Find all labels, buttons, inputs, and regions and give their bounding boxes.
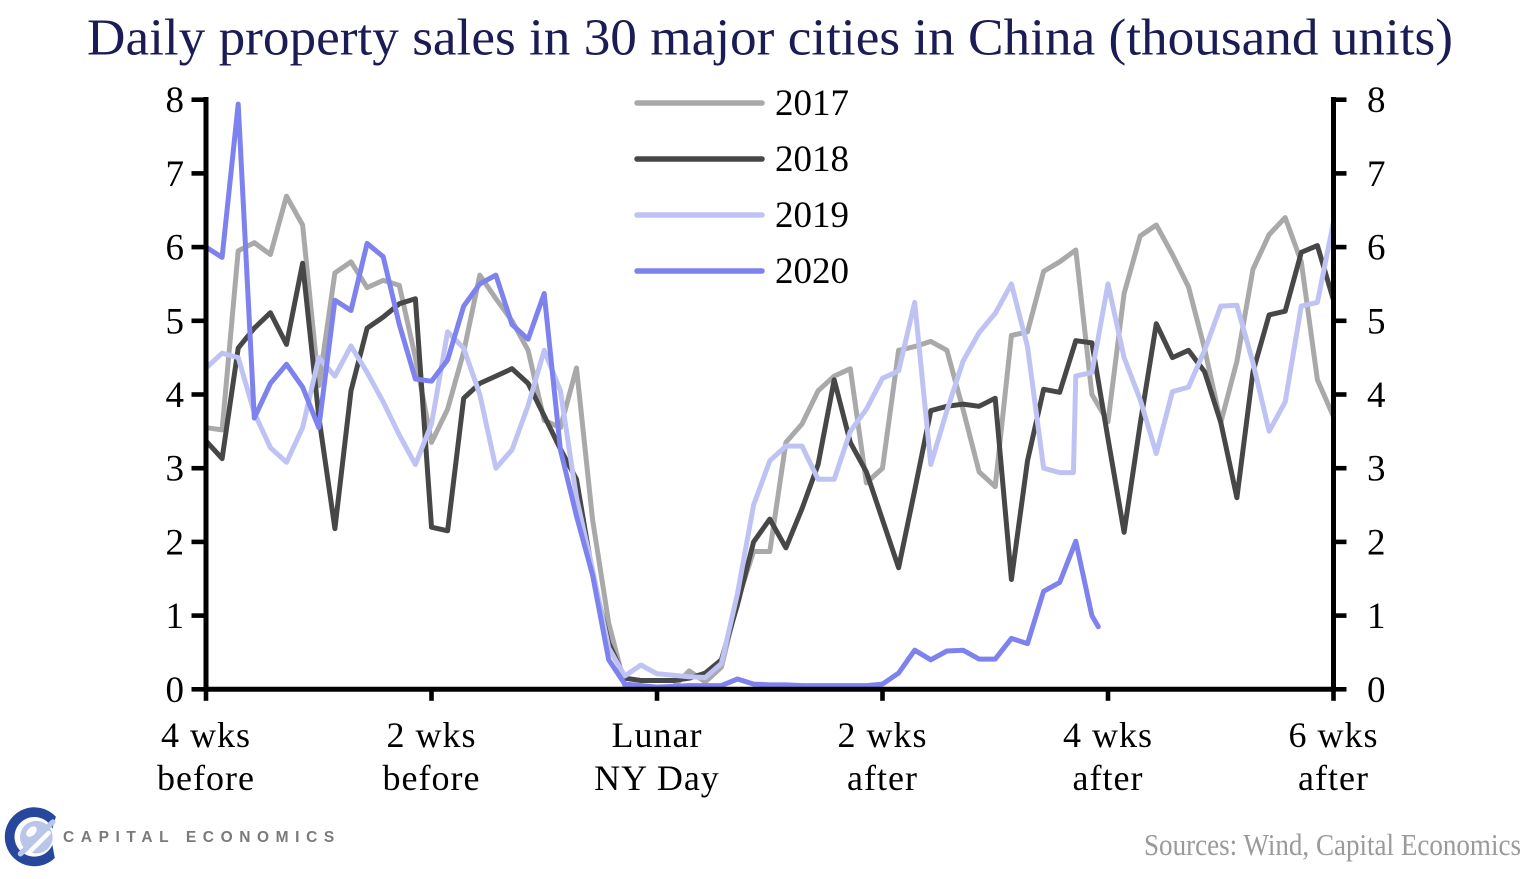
svg-text:2: 2 xyxy=(1367,522,1386,563)
svg-text:Daily property sales in 30 maj: Daily property sales in 30 major cities … xyxy=(87,10,1453,67)
svg-text:4: 4 xyxy=(166,375,185,416)
svg-text:2018: 2018 xyxy=(775,139,849,180)
svg-text:8: 8 xyxy=(166,80,185,121)
svg-text:before: before xyxy=(383,758,481,798)
svg-text:Lunar: Lunar xyxy=(612,715,703,755)
svg-text:after: after xyxy=(847,758,918,798)
svg-text:4 wks: 4 wks xyxy=(161,715,251,755)
svg-text:2020: 2020 xyxy=(775,251,849,292)
svg-text:NY Day: NY Day xyxy=(594,758,720,798)
svg-text:2 wks: 2 wks xyxy=(386,715,476,755)
svg-text:3: 3 xyxy=(1367,449,1386,490)
svg-text:Sources: Wind, Capital Economi: Sources: Wind, Capital Economics xyxy=(1144,827,1521,862)
svg-text:1: 1 xyxy=(1367,596,1386,637)
svg-text:before: before xyxy=(157,758,255,798)
svg-text:2: 2 xyxy=(166,522,185,563)
svg-text:4 wks: 4 wks xyxy=(1063,715,1153,755)
svg-text:6: 6 xyxy=(1367,228,1386,269)
svg-text:CAPITAL ECONOMICS: CAPITAL ECONOMICS xyxy=(63,829,341,846)
svg-text:after: after xyxy=(1298,758,1369,798)
svg-text:after: after xyxy=(1073,758,1144,798)
svg-text:5: 5 xyxy=(166,301,185,342)
svg-text:2017: 2017 xyxy=(775,83,849,124)
svg-text:0: 0 xyxy=(166,670,185,711)
svg-text:7: 7 xyxy=(166,154,185,195)
svg-text:5: 5 xyxy=(1367,301,1386,342)
svg-text:0: 0 xyxy=(1367,670,1386,711)
svg-text:8: 8 xyxy=(1367,80,1386,121)
svg-text:1: 1 xyxy=(166,596,185,637)
svg-text:4: 4 xyxy=(1367,375,1386,416)
svg-text:6 wks: 6 wks xyxy=(1288,715,1378,755)
svg-text:6: 6 xyxy=(166,228,185,269)
svg-text:3: 3 xyxy=(166,449,185,490)
svg-text:2019: 2019 xyxy=(775,195,849,236)
svg-text:2 wks: 2 wks xyxy=(837,715,927,755)
svg-text:7: 7 xyxy=(1367,154,1386,195)
